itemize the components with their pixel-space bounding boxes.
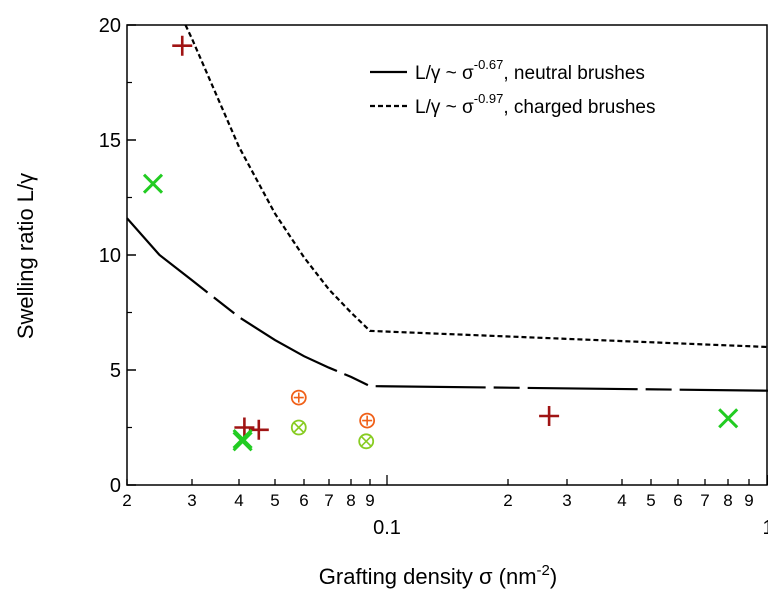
circle-mark: [359, 412, 376, 429]
y-axis-label: Swelling ratio L/γ: [13, 173, 38, 339]
plus-mark: [248, 419, 269, 440]
fit-curve-neutral: [126, 217, 768, 392]
plus-mark: [539, 406, 560, 426]
x-mark: [232, 431, 253, 452]
plot-frame: [126, 24, 768, 486]
y-tick-label: 20: [99, 15, 121, 37]
legend-label: L/γ ~ σ-0.67, neutral brushes: [415, 57, 645, 84]
data-point-x: [232, 428, 253, 450]
data-point-x: [232, 431, 253, 452]
x-tick-label: 3: [562, 491, 571, 510]
data-point-plus: [539, 406, 560, 426]
x-tick-label: 8: [346, 491, 355, 510]
data-point-plus: [172, 35, 193, 56]
x-tick-label: 7: [700, 491, 709, 510]
data-point-circle-plus: [290, 389, 307, 406]
fit-curves: [126, 24, 768, 392]
x-tick-label: 0.1: [373, 517, 401, 539]
x-tick-label: 8: [723, 491, 732, 510]
data-point-plus: [248, 419, 269, 440]
plot-border: [126, 24, 768, 486]
x-mark: [142, 173, 164, 194]
circle-mark: [358, 433, 375, 450]
y-tick-label: 10: [99, 245, 121, 267]
circle-mark: [290, 389, 307, 406]
x-tick-label: 4: [234, 491, 243, 510]
fit-curve-charged: [184, 24, 768, 349]
x-tick-label: 5: [270, 491, 279, 510]
x-tick-label: 5: [646, 491, 655, 510]
data-point-circle-x: [290, 419, 307, 436]
data-point-plus: [234, 417, 255, 438]
plus-mark: [234, 417, 255, 438]
data-markers: [142, 35, 739, 452]
x-tick-label: 2: [122, 491, 131, 510]
x-tick-label: 7: [324, 491, 333, 510]
x-tick-label: 1: [762, 517, 768, 539]
x-tick-label: 9: [365, 491, 374, 510]
legend: L/γ ~ σ-0.67, neutral brushes L/γ ~ σ-0.9…: [370, 57, 655, 118]
x-tick-label: 9: [744, 491, 753, 510]
x-mark: [232, 428, 253, 450]
plus-mark: [362, 415, 373, 426]
plus-mark: [293, 392, 304, 403]
x-tick-label: 2: [503, 491, 512, 510]
legend-label: L/γ ~ σ-0.97, charged brushes: [415, 91, 655, 118]
x-mark: [361, 436, 372, 447]
x-tick-label: 6: [673, 491, 682, 510]
data-point-circle-plus: [359, 412, 376, 429]
y-tick-label: 15: [99, 130, 121, 152]
y-tick-label: 5: [110, 360, 121, 382]
y-tick-label: 0: [110, 475, 121, 497]
data-point-circle-x: [358, 433, 375, 450]
data-point-x: [142, 173, 164, 194]
data-point-x: [718, 408, 739, 429]
circle-mark: [290, 419, 307, 436]
x-mark: [718, 408, 739, 429]
x-tick-label: 4: [617, 491, 626, 510]
y-axis: 0 5 10 15 20: [99, 15, 136, 497]
x-tick-label: 6: [299, 491, 308, 510]
x-tick-label: 3: [187, 491, 196, 510]
plus-mark: [172, 35, 193, 56]
x-axis-label: Grafting density σ (nm-2): [319, 562, 557, 589]
x-mark: [293, 422, 304, 433]
